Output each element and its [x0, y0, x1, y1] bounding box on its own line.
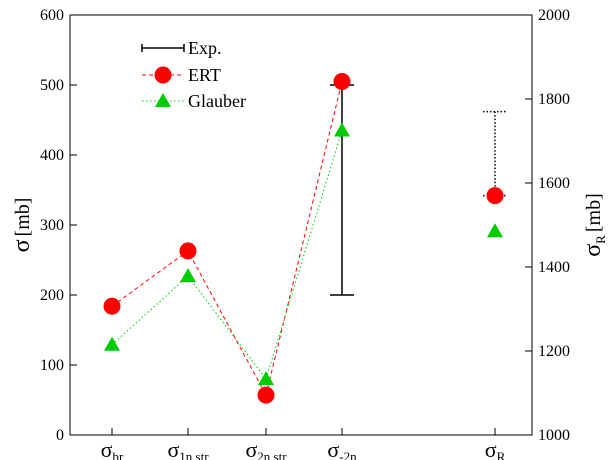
- ert-marker: [103, 297, 121, 315]
- y-right-tick-label: 1600: [538, 175, 570, 192]
- y-right-tick-label: 2000: [538, 7, 570, 24]
- y-right-tick-label: 1200: [538, 343, 570, 360]
- y-axis-left-title: σ [mb]: [9, 198, 35, 253]
- legend-ert-symbol: [142, 66, 184, 84]
- legend-glauber-label: Glauber: [188, 91, 246, 111]
- legend-exp-symbol: [141, 44, 185, 52]
- glauber-marker: [334, 122, 350, 137]
- y-left-tick-label: 500: [40, 77, 64, 94]
- category-symbol: σ: [245, 437, 257, 460]
- y-left-tick-label: 100: [40, 357, 64, 374]
- category-label: σ2n str: [245, 437, 287, 460]
- series-lines: [111, 81, 343, 397]
- axis-ticks: [70, 14, 532, 436]
- error-bars: [330, 84, 507, 296]
- category-symbol: σ: [485, 437, 497, 460]
- category-symbol: σ: [101, 437, 113, 460]
- category-subscript: -2n: [339, 449, 357, 460]
- y-axis-left-symbol: σ: [9, 239, 35, 252]
- series-line-ert: [111, 81, 343, 397]
- y-axis-right-unit: [mb]: [583, 193, 605, 232]
- y-right-tick-label: 1800: [538, 91, 570, 108]
- y-left-tick-label: 300: [40, 217, 64, 234]
- series-markers: [103, 73, 504, 404]
- series-line-glauber: [111, 130, 343, 381]
- category-label: σR: [485, 437, 506, 460]
- glauber-marker: [487, 223, 503, 238]
- plot-frame: [69, 14, 533, 436]
- ert-marker: [333, 73, 351, 90]
- y-axis-right-subscript: R: [593, 235, 608, 244]
- y-left-tick-label: 0: [56, 427, 64, 444]
- y-right-tick-label: 1000: [538, 427, 570, 444]
- y-left-tick-label: 600: [40, 7, 64, 24]
- y-axis-right-symbol: σ: [580, 244, 606, 257]
- y-left-tick-label: 400: [40, 147, 64, 164]
- glauber-marker: [104, 336, 120, 351]
- y-left-tick-label: 200: [40, 287, 64, 304]
- category-symbol: σ: [327, 437, 339, 460]
- category-label: σbr: [101, 437, 124, 460]
- ert-marker: [179, 242, 197, 260]
- category-subscript: br: [113, 449, 125, 460]
- y-axis-right-title: σR [mb]: [580, 193, 608, 257]
- legend-glauber-symbol: [142, 93, 184, 107]
- legend-ert-label: ERT: [188, 65, 221, 85]
- category-subscript: 1n str: [179, 449, 209, 460]
- category-label: σ-2n: [327, 437, 357, 460]
- ert-marker: [486, 187, 504, 205]
- glauber-marker: [258, 371, 274, 385]
- legend-exp-label: Exp.: [188, 38, 222, 58]
- legend: Exp. ERT Glauber: [141, 38, 246, 111]
- category-subscript: R: [497, 449, 506, 460]
- ert-marker: [257, 386, 275, 404]
- category-symbol: σ: [167, 437, 179, 460]
- category-label: σ1n str: [167, 437, 209, 460]
- category-labels: σbr σ1n str σ2n str σ-2n σR: [101, 437, 506, 460]
- category-subscript: 2n str: [257, 449, 287, 460]
- glauber-marker: [180, 268, 196, 283]
- y-right-tick-label: 1400: [538, 259, 570, 276]
- y-axis-left-unit: [mb]: [12, 198, 34, 237]
- axis-tick-labels: 0 100 200 300 400 500 600 1000 1200 1400 1600 1800 2…: [40, 7, 570, 444]
